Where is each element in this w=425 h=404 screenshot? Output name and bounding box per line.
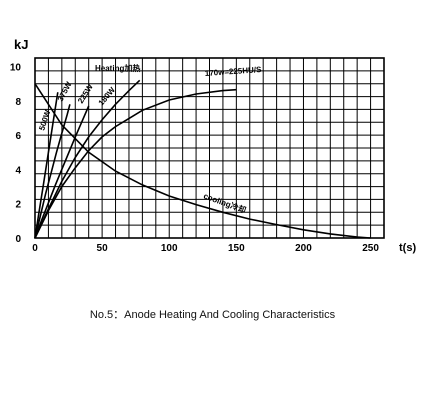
y-tick-label: 4: [15, 165, 21, 176]
heating-cooling-chart: kJ t(s) 0 50 100 150 200 250 0 2 4 6 8 10 Heating加热 1…: [10, 37, 417, 254]
series-cooling-line: [34, 83, 371, 239]
annotation-label: 170w=225HU/S: [205, 65, 263, 78]
annotation-label: 225W: [76, 82, 95, 105]
series-225w-line: [34, 105, 90, 239]
x-tick-label: 0: [32, 243, 38, 254]
series-170w-225hu-s-line: [34, 88, 237, 239]
x-tick-label: 200: [295, 243, 312, 254]
annotation-label: Heating加热: [95, 63, 140, 73]
chart-caption: No.5：Anode Heating And Cooling Character…: [89, 309, 336, 321]
x-tick-label: 50: [97, 243, 109, 254]
y-axis-label: kJ: [14, 37, 28, 52]
x-axis-label: t(s): [399, 242, 416, 254]
chart-axes: kJ t(s): [14, 37, 416, 254]
annotation-label: 500W: [37, 109, 52, 132]
y-tick-label: 2: [15, 200, 21, 211]
series-180w-line: [34, 79, 141, 239]
chart-tick-labels: 0 50 100 150 200 250 0 2 4 6 8 10: [10, 63, 379, 254]
x-tick-label: 150: [228, 243, 245, 254]
y-tick-label: 8: [15, 97, 21, 108]
series-375w-line: [34, 104, 71, 239]
plot-frame: [34, 57, 385, 239]
y-tick-label: 0: [15, 234, 21, 245]
x-tick-label: 250: [362, 243, 379, 254]
series-500w-line: [34, 92, 59, 239]
x-tick-label: 100: [161, 243, 178, 254]
y-tick-label: 10: [10, 63, 22, 74]
chart-curves: [34, 79, 371, 239]
y-tick-label: 6: [15, 131, 21, 142]
